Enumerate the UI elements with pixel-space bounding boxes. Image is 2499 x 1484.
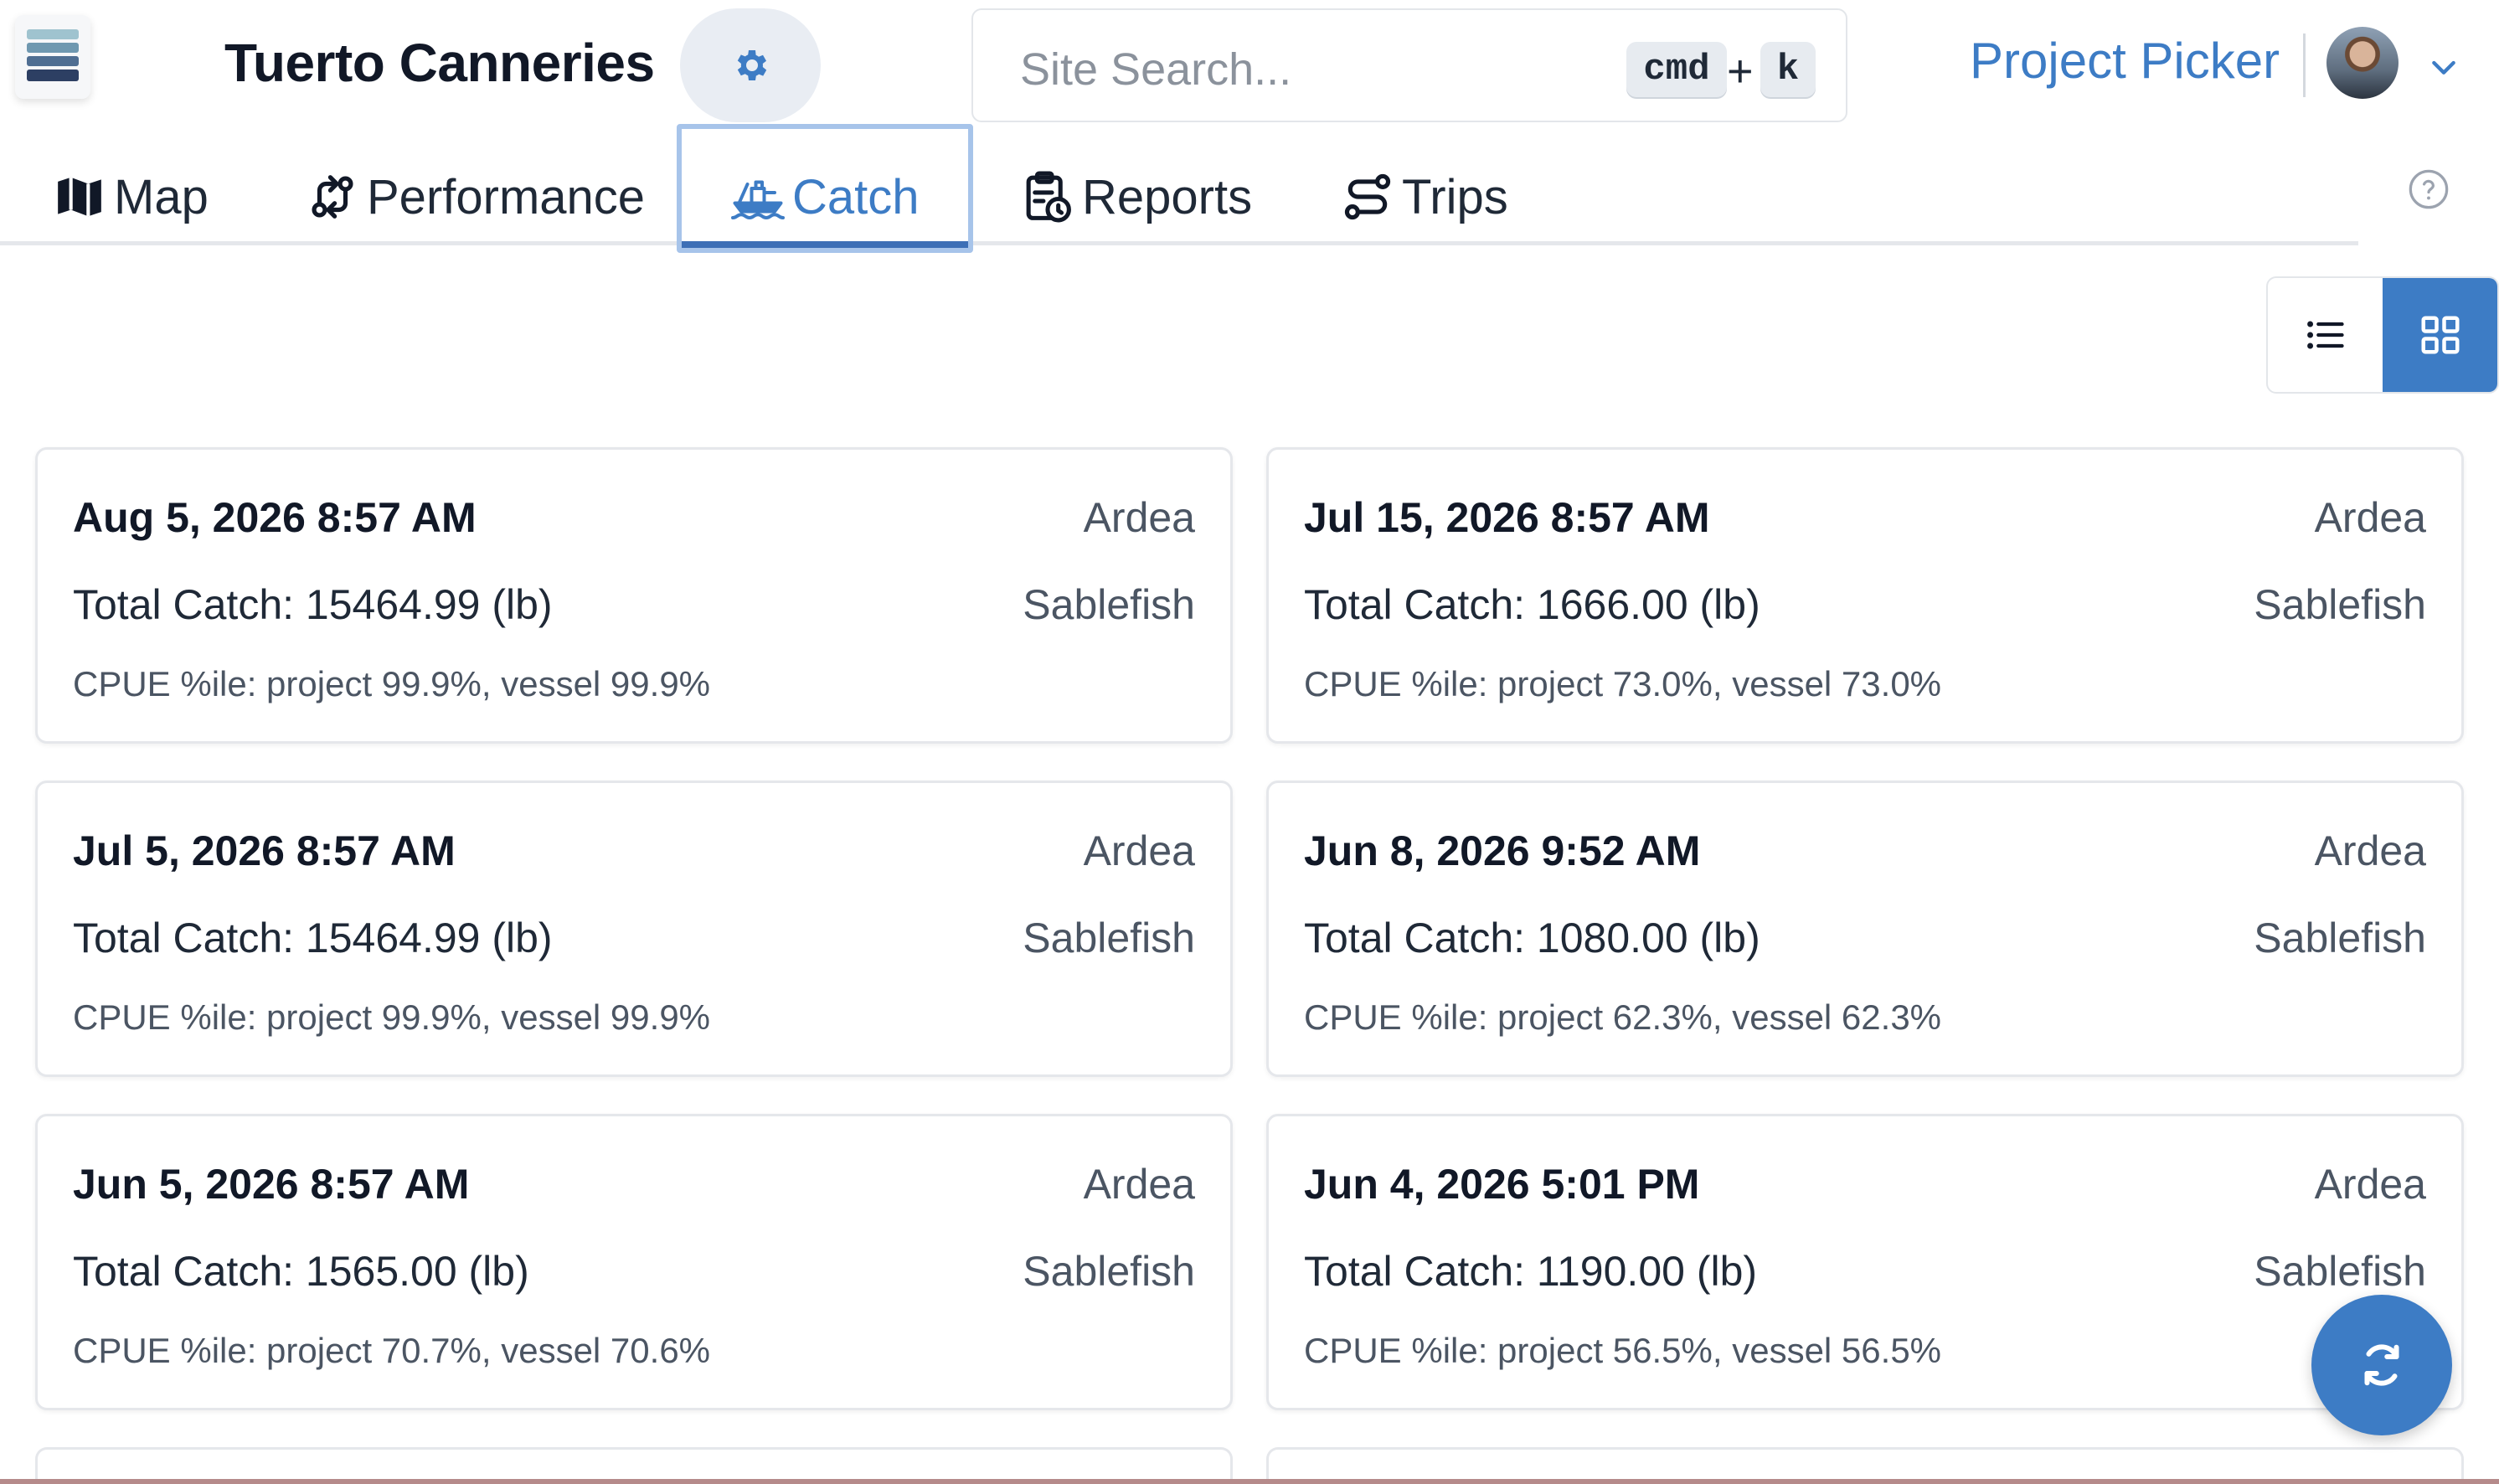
catch-card[interactable]: Jul 5, 2026 8:57 AM Ardea Total Catch: 1… [35, 781, 1233, 1077]
species-name: Sablefish [2254, 915, 2426, 961]
gear-icon [737, 50, 767, 80]
total-catch: Total Catch: 15464.99 (lb) [73, 915, 553, 961]
catch-card[interactable]: Jun 4, 2026 5:01 PM Ardea Total Catch: 1… [1266, 1114, 2464, 1410]
vessel-name: Ardea [2314, 827, 2426, 874]
total-catch: Total Catch: 1666.00 (lb) [1304, 581, 1760, 628]
tab-reports[interactable]: Reports [1018, 151, 1252, 243]
species-name: Sablefish [1023, 581, 1195, 628]
catch-date: Jun 5, 2026 8:57 AM [73, 1161, 470, 1208]
total-catch: Total Catch: 1190.00 (lb) [1304, 1248, 1758, 1295]
tab-map[interactable]: Map [50, 151, 209, 243]
catch-card[interactable]: Jun 8, 2026 9:52 AM Ardea Total Catch: 1… [1266, 781, 2464, 1077]
grid-view-button[interactable] [2383, 278, 2497, 392]
vessel-name: Ardea [1083, 494, 1195, 541]
cpue-percentile: CPUE %ile: project 73.0%, vessel 73.0% [1304, 664, 1942, 703]
tab-label: Catch [792, 169, 920, 224]
refresh-button[interactable] [2311, 1295, 2452, 1435]
view-toggle [2266, 276, 2499, 394]
route-icon [1338, 167, 1397, 226]
map-icon [50, 167, 109, 226]
shortcut-key-k: k [1760, 42, 1816, 97]
git-compare-icon [303, 167, 362, 226]
total-catch: Total Catch: 1080.00 (lb) [1304, 915, 1760, 961]
species-name: Sablefish [1023, 915, 1195, 961]
cpue-percentile: CPUE %ile: project 99.9%, vessel 99.9% [73, 664, 711, 703]
catch-card[interactable]: Jul 15, 2026 8:57 AM Ardea Total Catch: … [1266, 447, 2464, 744]
species-name: Sablefish [1023, 1248, 1195, 1295]
vessel-name: Ardea [2314, 1161, 2426, 1208]
tab-performance[interactable]: Performance [303, 151, 645, 243]
catch-date: Jul 15, 2026 8:57 AM [1304, 494, 1710, 541]
tab-label: Trips [1402, 169, 1508, 224]
site-search[interactable]: Site Search... cmd + k [971, 8, 1847, 122]
list-view-button[interactable] [2268, 278, 2383, 392]
active-tab-indicator [682, 241, 968, 248]
chevron-down-icon[interactable] [2427, 50, 2460, 84]
clipboard-clock-icon [1018, 167, 1077, 226]
catch-card[interactable]: Jun 5, 2026 8:57 AM Ardea Total Catch: 1… [35, 1114, 1233, 1410]
grid-icon [2421, 316, 2459, 354]
window-bottom-edge [0, 1479, 2499, 1484]
vessel-name: Ardea [1083, 827, 1195, 874]
app-logo[interactable] [15, 15, 90, 99]
tab-label: Performance [367, 169, 646, 224]
catch-card-partial[interactable] [1266, 1447, 2464, 1481]
vessel-name: Ardea [1083, 1161, 1195, 1208]
tab-trips[interactable]: Trips [1338, 151, 1508, 243]
avatar[interactable] [2326, 27, 2399, 99]
shortcut-plus: + [1727, 46, 1754, 96]
fishing-boat-icon [729, 167, 787, 226]
total-catch: Total Catch: 1565.00 (lb) [73, 1248, 529, 1295]
cpue-percentile: CPUE %ile: project 99.9%, vessel 99.9% [73, 997, 711, 1037]
catch-date: Aug 5, 2026 8:57 AM [73, 494, 477, 541]
stack-logo-icon [27, 29, 79, 81]
list-icon [2306, 321, 2344, 349]
catch-card[interactable]: Aug 5, 2026 8:57 AM Ardea Total Catch: 1… [35, 447, 1233, 744]
total-catch: Total Catch: 15464.99 (lb) [73, 581, 553, 628]
help-icon[interactable] [2407, 167, 2450, 211]
project-picker-link[interactable]: Project Picker [1970, 33, 2280, 89]
refresh-icon [2364, 1344, 2399, 1386]
catch-card-partial[interactable] [35, 1447, 1233, 1481]
cpue-percentile: CPUE %ile: project 62.3%, vessel 62.3% [1304, 997, 1942, 1037]
vessel-name: Ardea [2314, 494, 2426, 541]
species-name: Sablefish [2254, 1248, 2426, 1295]
header-divider [2303, 33, 2306, 97]
cpue-percentile: CPUE %ile: project 56.5%, vessel 56.5% [1304, 1331, 1942, 1370]
tab-label: Map [114, 169, 209, 224]
active-tab-focus-ring [677, 124, 973, 253]
site-title: Tuerto Canneries [224, 33, 655, 93]
search-placeholder: Site Search... [1020, 44, 1292, 95]
species-name: Sablefish [2254, 581, 2426, 628]
catch-date: Jul 5, 2026 8:57 AM [73, 827, 456, 874]
settings-button[interactable] [680, 8, 821, 122]
catch-date: Jun 8, 2026 9:52 AM [1304, 827, 1701, 874]
shortcut-key-cmd: cmd [1626, 42, 1727, 97]
tab-catch[interactable]: Catch [729, 151, 920, 243]
tab-label: Reports [1082, 169, 1253, 224]
catch-date: Jun 4, 2026 5:01 PM [1304, 1161, 1700, 1208]
cpue-percentile: CPUE %ile: project 70.7%, vessel 70.6% [73, 1331, 711, 1370]
tabs-underline [0, 241, 2358, 245]
